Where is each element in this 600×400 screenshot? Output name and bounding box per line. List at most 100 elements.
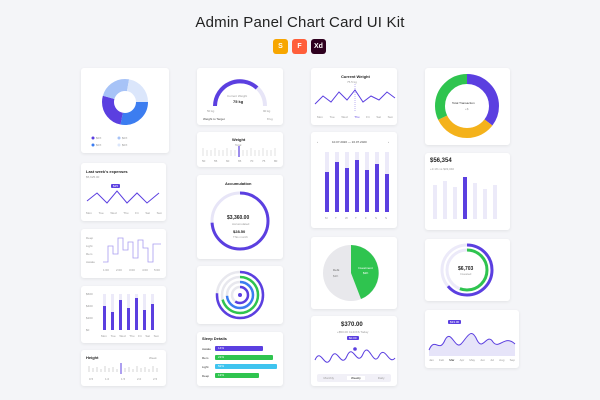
income-sub: +$50.00 CLICKS Today <box>337 330 369 334</box>
legend-label: $0X <box>96 136 102 140</box>
donut2-label: Total Transaction <box>452 101 475 105</box>
weight-gauge-card: Current Weight 75 kg 50 kg 90 kg Weight … <box>197 68 283 125</box>
day-label: Thu <box>123 211 129 215</box>
sketch-icon: S <box>273 39 288 54</box>
x-label: Jul <box>490 358 494 362</box>
y-label: Deep <box>86 236 94 240</box>
weight-label: Weight <box>232 137 246 142</box>
bar <box>375 164 379 212</box>
pie-slice <box>351 245 379 299</box>
bar <box>127 308 130 330</box>
bar <box>151 304 154 330</box>
day-label: Sun <box>156 211 162 215</box>
invested-rings <box>440 243 494 297</box>
bar <box>385 174 389 212</box>
expenses-sub: $5,625.00 <box>86 175 100 179</box>
gauge-max: 90 kg <box>263 109 271 113</box>
x-label: Thu <box>129 334 135 338</box>
donut2-sub: +$ <box>465 107 469 111</box>
pie-label1: Investment <box>358 266 373 270</box>
pie-val1: $2K <box>363 271 369 275</box>
donut-slice <box>435 74 499 138</box>
bar-chart-card: $600 $400 $200 $0 Mon Tue Wed Thu Fri Sa… <box>81 286 166 343</box>
sleep-bar <box>215 346 263 351</box>
y-label: Rem <box>86 252 93 256</box>
sleep-details-title: Sleep Details <box>202 336 227 341</box>
prev-chevron-icon[interactable]: ‹ <box>317 140 318 144</box>
income-wave <box>314 347 396 363</box>
tab-weekly[interactable]: Weekly <box>347 376 365 380</box>
x-label: 2.0 <box>137 377 142 381</box>
day-label: Sat <box>376 115 381 119</box>
x-label: Tue <box>110 334 116 338</box>
next-chevron-icon[interactable]: › <box>388 140 389 144</box>
weight-gauge <box>213 79 267 107</box>
target-value: 8 kg <box>267 117 273 121</box>
bar <box>119 300 122 330</box>
gauge-value: 75 kg <box>233 99 244 104</box>
cw-line <box>314 84 396 112</box>
row-label: Deep <box>202 374 210 378</box>
bar <box>463 177 467 219</box>
concentric-rings-card <box>197 266 283 324</box>
tick-label: 50 <box>202 159 206 163</box>
y-label: Awake <box>86 260 95 264</box>
pie-card: Investment $2K Debt $2K <box>311 237 397 309</box>
x-label: Sun <box>153 334 159 338</box>
x-label: S <box>385 216 388 220</box>
expenses-tag: $25 <box>111 184 121 188</box>
figma-icon: F <box>292 39 307 54</box>
page-title: Admin Panel Chart Card UI Kit <box>195 14 405 31</box>
x-label: Fri <box>138 334 142 338</box>
height-select[interactable]: Week <box>149 356 157 360</box>
x-label: 1:00 <box>103 268 109 272</box>
concentric-rings <box>215 270 265 320</box>
bar-x-labels: Mon Tue Wed Thu Fri Sat Sun <box>101 334 159 338</box>
x-label: T <box>335 216 337 220</box>
area-chart <box>428 333 516 356</box>
stat-bars-card: $56,354 +3.1% vs $33,040 <box>425 153 510 230</box>
legend-label: $0X <box>122 136 128 140</box>
bar <box>335 162 339 212</box>
area-tag: $33.00 <box>448 320 462 324</box>
legend-label: $0X <box>96 143 102 147</box>
row-tag: 52% <box>218 364 225 368</box>
bar <box>433 185 437 219</box>
expenses-days: Mon Tue Wed Thu Fri Sat Sun <box>86 211 162 215</box>
bar <box>473 183 477 219</box>
accum-ring <box>210 191 270 251</box>
accum-sub2: This month <box>233 235 248 239</box>
pie-chart <box>323 245 379 301</box>
weight-ruler-card: Weight Total 50 55 60 65 70 75 80 <box>197 132 283 167</box>
invested-rings-card: $6,703 Invested <box>425 239 510 301</box>
donut-slice <box>102 79 148 125</box>
day-label: Mon <box>86 211 92 215</box>
tick-label: 65 <box>238 159 242 163</box>
accum-title: Accumulation <box>225 181 252 186</box>
bar <box>325 172 329 212</box>
area-chart-card: $33.00 Jan Feb Mar Apr May Jun Jul Aug S… <box>425 310 519 368</box>
stat-value: $56,354 <box>430 158 452 164</box>
bar <box>143 310 146 330</box>
row-label: Awake <box>202 347 211 351</box>
day-label: Mon <box>317 115 323 119</box>
date-range: 10.07.2020 — 16.07.2020 <box>332 140 367 144</box>
accumulation-card: Accumulation $3,360.00 Accumulated $28.5… <box>197 175 283 259</box>
income-title: $370.00 <box>341 322 363 328</box>
row-tag: 13% <box>218 373 225 377</box>
sleep-bar <box>215 364 277 369</box>
gauge-min: 50 kg <box>207 109 215 113</box>
rings-sub: Invested <box>460 272 472 276</box>
donut-slice <box>102 79 148 125</box>
tab-daily[interactable]: Daily <box>377 376 385 380</box>
x-label: Feb <box>438 358 445 362</box>
expenses-line <box>86 190 160 204</box>
tab-monthly[interactable]: Monthly <box>323 376 335 380</box>
bar <box>453 187 457 219</box>
tick-label: 75 <box>262 159 266 163</box>
day-label: Wed <box>341 115 348 119</box>
cw-title: Current Weight <box>341 74 370 79</box>
x-label: M <box>325 216 328 220</box>
x-label: 1.5 <box>121 377 126 381</box>
day-label: Fri <box>366 115 370 119</box>
